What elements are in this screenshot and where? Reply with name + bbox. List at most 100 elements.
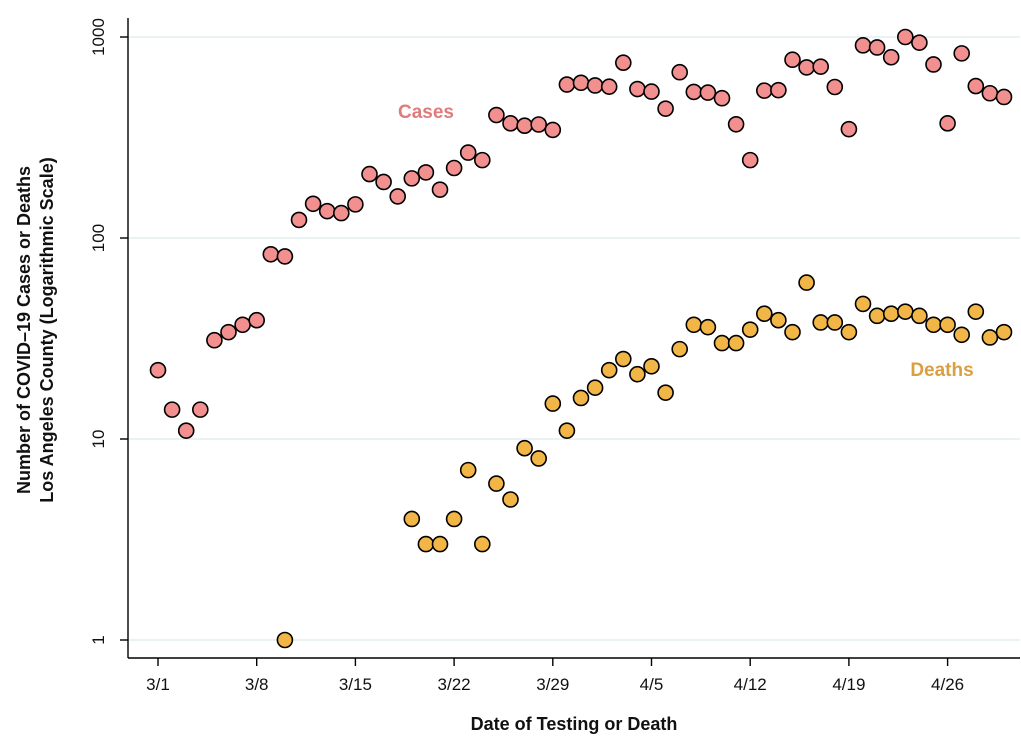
x-tick-label: 3/1	[146, 675, 170, 694]
cases-point	[445, 159, 463, 177]
cases-point	[473, 151, 491, 169]
deaths-point	[685, 316, 703, 334]
cases-point	[234, 316, 251, 334]
x-tick-label: 4/12	[734, 675, 767, 694]
cases-point	[544, 121, 562, 139]
cases-point	[347, 196, 364, 213]
x-tick-label: 4/26	[931, 675, 964, 694]
cases-point	[572, 74, 590, 92]
cases-point	[262, 245, 280, 263]
y-tick-label: 1000	[89, 18, 108, 56]
y-axis-title: Number of COVID–19 Cases or Deaths Los A…	[14, 157, 57, 502]
cases-point	[812, 58, 830, 75]
axes	[127, 18, 1020, 659]
y-tick-label: 1	[89, 635, 108, 644]
deaths-point	[981, 329, 999, 346]
deaths-series-label: Deaths	[910, 360, 973, 381]
cases-point	[332, 204, 350, 222]
cases-point	[826, 78, 844, 96]
deaths-point	[502, 491, 519, 508]
cases-point	[502, 115, 519, 132]
deaths-point	[488, 475, 505, 492]
cases-point	[403, 170, 421, 187]
deaths-point	[473, 535, 491, 553]
deaths-point	[459, 461, 477, 479]
deaths-point	[896, 303, 914, 320]
deaths-point	[276, 631, 294, 649]
deaths-point	[784, 323, 801, 341]
cases-point	[488, 106, 505, 124]
cases-point	[177, 422, 195, 439]
deaths-point	[826, 314, 844, 331]
x-tick-label: 3/22	[438, 675, 471, 694]
deaths-point	[572, 389, 590, 407]
cases-point	[995, 88, 1013, 106]
deaths-point	[911, 307, 928, 325]
series-cases	[149, 28, 1013, 439]
cases-point	[276, 248, 294, 265]
x-tick-label: 4/19	[832, 675, 865, 694]
cases-point	[713, 89, 731, 107]
x-tick-label: 3/29	[536, 675, 569, 694]
cases-point	[643, 83, 660, 100]
cases-point	[798, 59, 815, 76]
cases-point	[755, 82, 773, 99]
y-tick-label: 100	[89, 224, 108, 252]
cases-point	[925, 56, 942, 73]
deaths-point	[882, 305, 900, 323]
deaths-point	[770, 311, 787, 329]
cases-point	[248, 311, 266, 329]
cases-point	[375, 173, 392, 191]
cases-point	[417, 164, 435, 181]
cases-point	[586, 77, 604, 94]
deaths-point	[713, 334, 731, 352]
cases-point	[741, 151, 759, 169]
cases-point	[558, 76, 576, 93]
deaths-point	[840, 323, 858, 341]
cases-point	[868, 39, 886, 56]
y-tick-label: 10	[89, 430, 108, 449]
cases-point	[685, 83, 703, 101]
deaths-point	[403, 510, 421, 528]
cases-point	[459, 144, 477, 161]
deaths-point	[727, 334, 745, 352]
series-deaths	[276, 274, 1013, 649]
deaths-point	[854, 295, 872, 313]
cases-point	[854, 37, 872, 54]
cases-point	[318, 202, 336, 220]
cases-point	[911, 34, 928, 51]
cases-point	[163, 401, 181, 418]
deaths-point	[600, 361, 618, 379]
cases-point	[882, 48, 900, 66]
x-tick-label: 3/8	[245, 675, 269, 694]
y-axis-ticks: 1 10 100 1000	[89, 18, 128, 645]
gridlines	[128, 36, 1020, 641]
x-axis-title: Date of Testing or Death	[471, 714, 678, 734]
deaths-point	[868, 307, 886, 325]
cases-point	[967, 77, 985, 95]
y-axis-title-line1: Number of COVID–19 Cases or Deaths	[14, 166, 34, 494]
deaths-point	[798, 274, 815, 291]
cases-series-label: Cases	[398, 102, 454, 123]
cases-point	[840, 120, 858, 138]
deaths-point	[586, 379, 604, 396]
cases-point	[770, 81, 787, 99]
cases-point	[290, 211, 308, 229]
deaths-point	[431, 535, 449, 553]
deaths-point	[530, 450, 548, 467]
deaths-point	[516, 439, 533, 457]
deaths-point	[544, 395, 562, 412]
deaths-point	[953, 326, 971, 344]
cases-point	[206, 331, 223, 349]
cases-point	[431, 181, 449, 198]
deaths-point	[939, 316, 956, 334]
deaths-point	[671, 340, 689, 358]
deaths-point	[755, 305, 773, 323]
y-axis-title-line2: Los Angeles County (Logarithmic Scale)	[37, 157, 57, 502]
cases-point	[953, 45, 971, 62]
cases-point	[530, 116, 548, 133]
cases-point	[149, 361, 167, 379]
deaths-point	[741, 321, 759, 338]
cases-point	[629, 80, 646, 98]
